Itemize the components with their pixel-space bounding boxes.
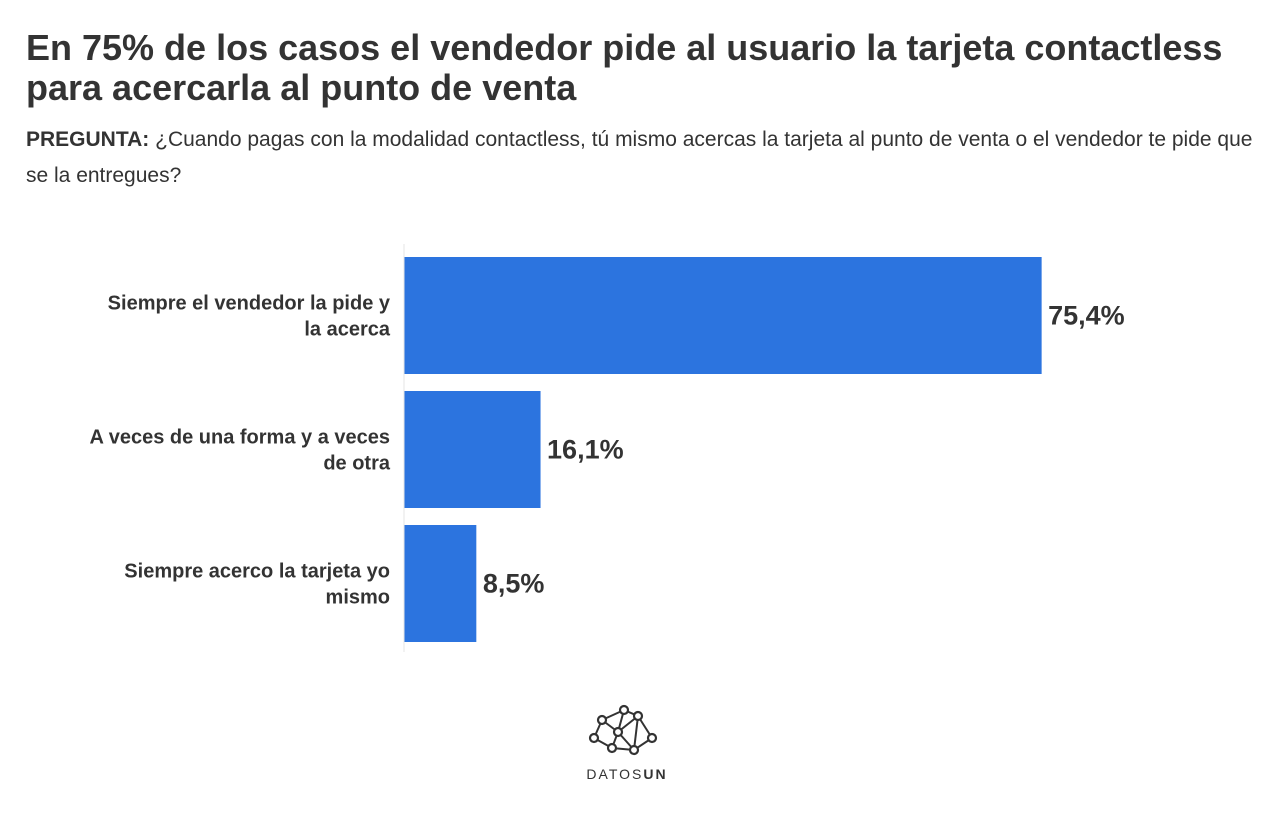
chart-subtitle: PREGUNTA: ¿Cuando pagas con la modalidad… [26,122,1261,194]
bar [404,391,541,508]
value-label: 16,1% [547,435,624,465]
bar-chart: 75,4% Siempre el vendedor la pide y la ace… [89,244,1125,652]
category-label: Siempre el vendedor la pide y la acerca [108,293,391,341]
question-text: ¿Cuando pagas con la modalidad contactle… [26,128,1253,187]
bar [404,257,1042,374]
chart-title: En 75% de los casos el vendedor pide al … [26,27,1223,108]
value-label: 8,5% [483,569,545,599]
network-icon [588,704,658,756]
category-label: Siempre acerco la tarjeta yo mismo [124,561,390,609]
category-label: A veces de una forma y a veces de otra [89,427,390,475]
question-label: PREGUNTA: [26,128,150,151]
bar [404,525,477,642]
datosun-logo: DATOSUN [572,700,682,790]
logo-text: DATOSUN [586,766,668,782]
value-label: 75,4% [1048,301,1125,331]
